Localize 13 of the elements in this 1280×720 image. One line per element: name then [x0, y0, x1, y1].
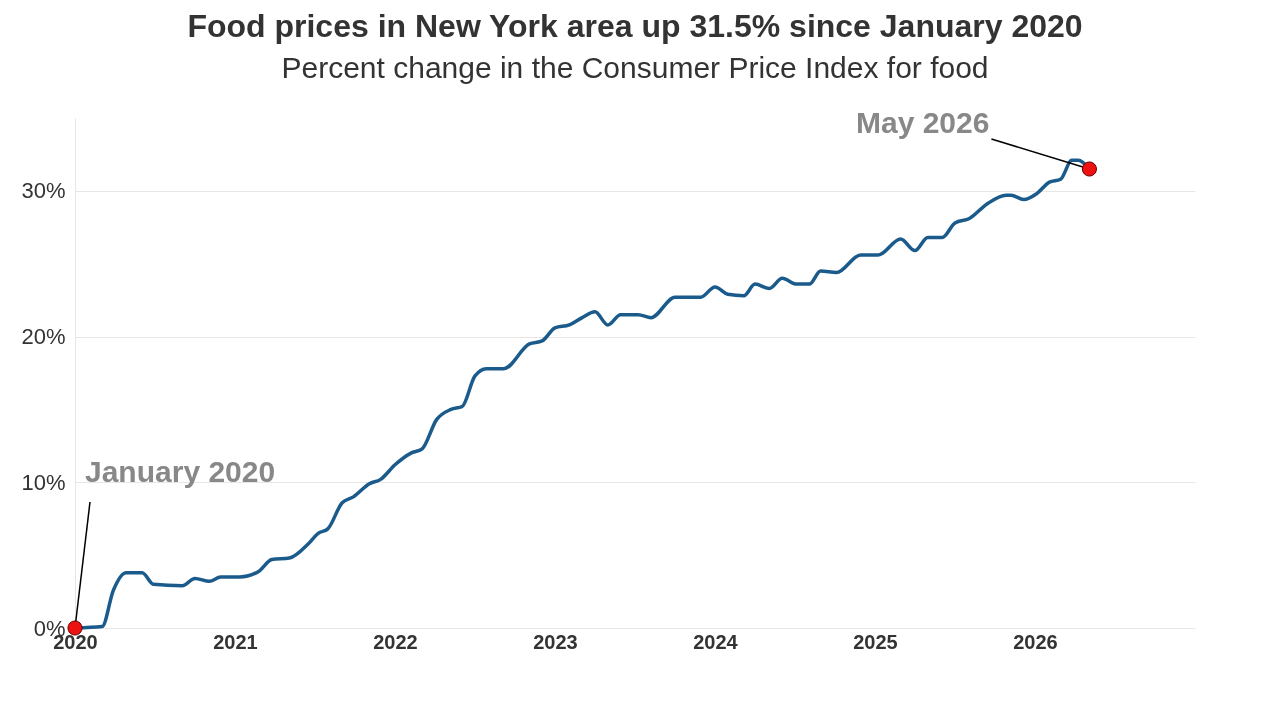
- chart-subtitle: Percent change in the Consumer Price Index for food: [281, 51, 989, 84]
- y-tick-label: 30%: [21, 178, 66, 204]
- y-tick-label: 10%: [21, 469, 66, 495]
- annotation: May 2026: [855, 106, 990, 139]
- y-tick-label: 20%: [21, 324, 66, 350]
- x-tick-label: 2021: [213, 630, 258, 653]
- x-tick-label: 2026: [1013, 630, 1058, 653]
- annotation: January 2020: [85, 455, 276, 488]
- x-tick-label: 2023: [533, 630, 578, 653]
- x-tick-label: 2022: [373, 630, 418, 653]
- x-tick-label: 2024: [693, 630, 739, 653]
- chart-title: Food prices in New York area up 31.5% since January 2020: [187, 8, 1083, 44]
- x-tick-label: 2025: [853, 630, 898, 653]
